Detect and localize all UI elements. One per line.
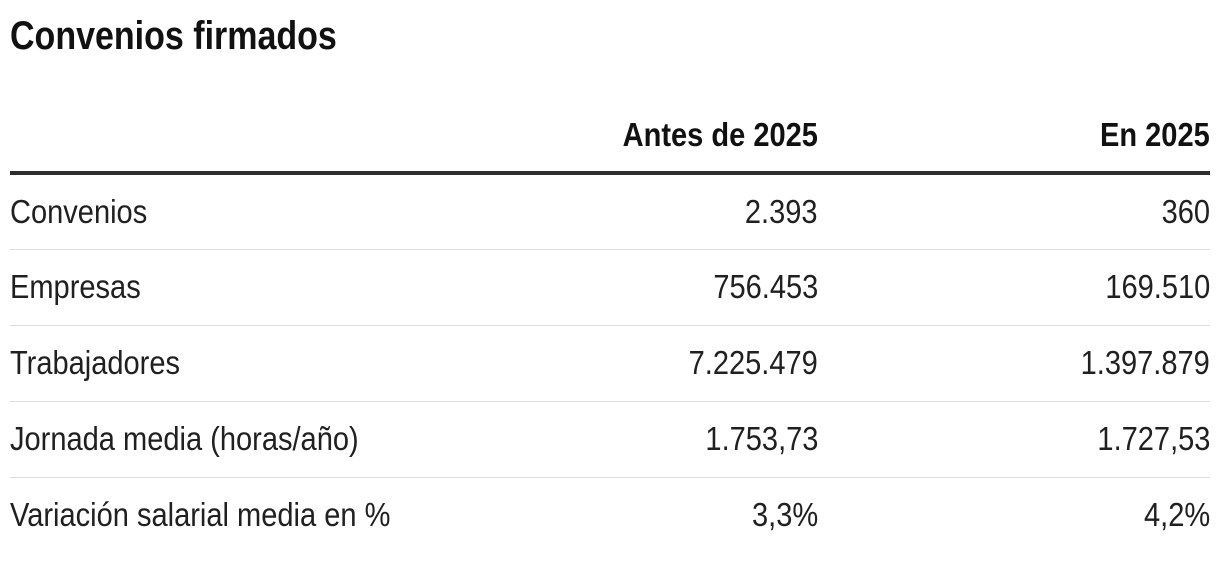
value-cell-antes: 3,3% [440, 476, 818, 553]
table-row-variacion-salarial: Variación salarial media en % 3,3% 4,2% [10, 476, 1210, 553]
value-antes: 756.453 [713, 268, 818, 306]
column-header-antes-de-2025: Antes de 2025 [440, 58, 818, 175]
row-label-cell: Convenios [10, 173, 440, 249]
value-antes: 7.225.479 [688, 344, 818, 382]
figure-title-text: Convenios firmados [10, 14, 337, 58]
value-cell-antes: 7.225.479 [440, 324, 818, 401]
value-cell-antes: 1.753,73 [440, 400, 818, 477]
value-antes: 3,3% [751, 496, 818, 534]
row-label-cell: Trabajadores [10, 324, 440, 401]
column-header-en-2025: En 2025 [818, 58, 1210, 175]
row-label-cell: Empresas [10, 248, 440, 325]
value-en: 169.510 [1105, 268, 1210, 306]
column-header-antes-de-2025-label: Antes de 2025 [622, 116, 818, 154]
value-cell-en: 360 [818, 173, 1210, 249]
value-en: 1.727,53 [1096, 420, 1210, 458]
row-label: Jornada media (horas/año) [10, 420, 359, 458]
value-cell-antes: 756.453 [440, 248, 818, 325]
table-row-trabajadores: Trabajadores 7.225.479 1.397.879 [10, 324, 1210, 401]
table-row-jornada-media: Jornada media (horas/año) 1.753,73 1.727… [10, 400, 1210, 477]
value-en: 1.397.879 [1080, 344, 1210, 382]
value-cell-en: 1.397.879 [818, 324, 1210, 401]
column-header-empty [10, 58, 440, 175]
value-cell-en: 1.727,53 [818, 400, 1210, 477]
value-cell-antes: 2.393 [440, 173, 818, 249]
value-cell-en: 4,2% [818, 476, 1210, 553]
column-header-en-2025-label: En 2025 [1100, 116, 1210, 154]
row-label-cell: Variación salarial media en % [10, 476, 440, 553]
table-row-empresas: Empresas 756.453 169.510 [10, 248, 1210, 325]
row-label: Variación salarial media en % [10, 496, 391, 534]
value-en: 360 [1161, 192, 1210, 230]
table-row-convenios: Convenios 2.393 360 [10, 173, 1210, 249]
row-label: Convenios [10, 192, 148, 230]
value-antes: 2.393 [745, 192, 818, 230]
header-row: Antes de 2025 En 2025 [10, 58, 1210, 175]
convenios-table: Antes de 2025 En 2025 Convenios 2.393 36… [10, 58, 1210, 553]
row-label: Empresas [10, 268, 141, 306]
convenios-firmados-figure: Convenios firmados Antes de 2025 En 2025… [10, 14, 1210, 553]
value-antes: 1.753,73 [704, 420, 818, 458]
row-label: Trabajadores [10, 344, 181, 382]
value-en: 4,2% [1143, 496, 1210, 534]
figure-title: Convenios firmados [10, 14, 1210, 58]
value-cell-en: 169.510 [818, 248, 1210, 325]
row-label-cell: Jornada media (horas/año) [10, 400, 440, 477]
